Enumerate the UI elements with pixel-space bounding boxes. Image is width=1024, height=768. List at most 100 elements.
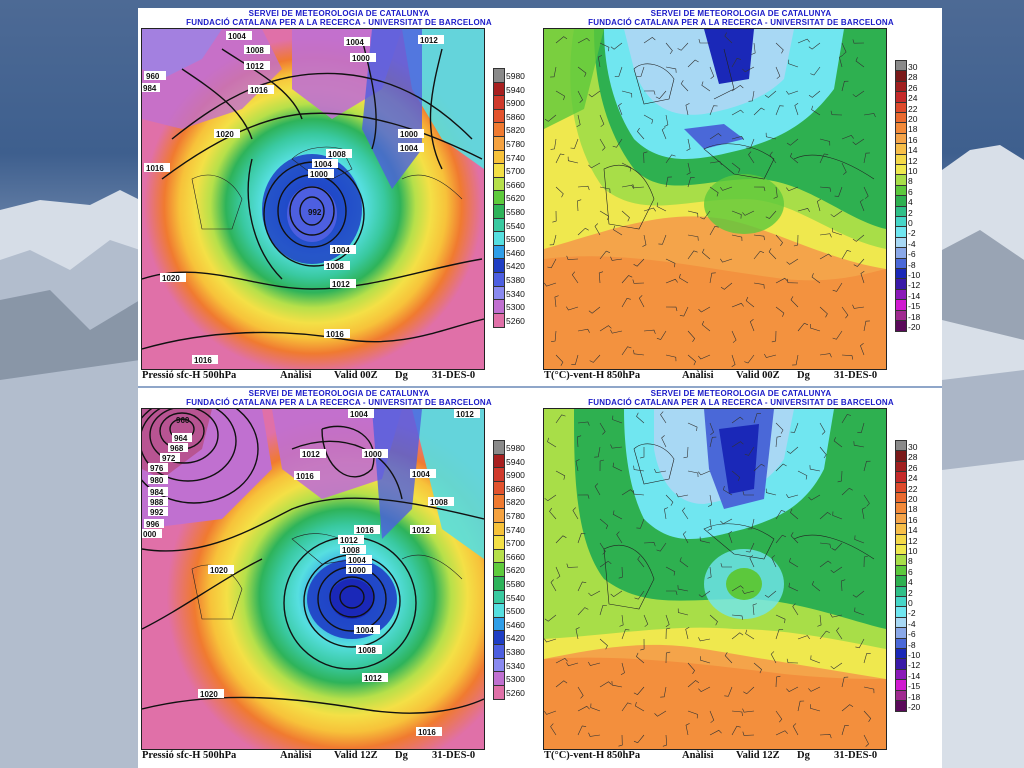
svg-text:1004: 1004	[314, 160, 332, 169]
wind-barb	[841, 354, 854, 360]
wind-barb	[665, 42, 673, 55]
wind-barb	[724, 686, 733, 697]
wind-barb	[588, 732, 601, 737]
wind-barb	[655, 90, 667, 99]
wind-barb	[620, 662, 625, 675]
svg-text:1012: 1012	[246, 62, 264, 71]
footer-type: Anàlisi	[682, 370, 714, 381]
wind-barb	[588, 661, 601, 666]
wind-barb	[747, 518, 755, 530]
wind-barb	[643, 114, 654, 124]
wind-barb	[817, 614, 822, 627]
wind-barb	[786, 658, 799, 664]
wind-barb	[618, 566, 623, 579]
wind-barb	[544, 710, 557, 715]
wind-barb	[665, 627, 671, 640]
scale-label: 5260	[506, 315, 525, 326]
wind-barb	[830, 210, 843, 218]
scale-label: 5900	[506, 470, 525, 481]
wind-barb	[665, 154, 676, 164]
wind-barb	[775, 422, 784, 434]
wind-barb	[685, 627, 690, 640]
map-temperature-850hpa-12z	[543, 408, 887, 750]
svg-text:992: 992	[308, 208, 322, 217]
scale-label: -8	[908, 639, 916, 650]
wind-barb	[775, 105, 784, 116]
wind-barb	[599, 560, 612, 568]
wind-barb	[577, 494, 590, 499]
wind-barb	[550, 66, 557, 78]
wind-barb	[588, 162, 601, 169]
wind-barb	[687, 710, 698, 719]
wind-barb	[786, 90, 799, 95]
wind-barb	[577, 581, 587, 592]
wind-barb	[860, 343, 865, 356]
scale-label: 26	[908, 462, 918, 473]
wind-barb	[742, 589, 755, 594]
svg-text:960: 960	[146, 72, 160, 81]
wind-barb	[830, 110, 843, 116]
wind-barb	[841, 162, 847, 175]
wind-barb	[811, 273, 821, 284]
wind-barb	[612, 138, 623, 148]
scale-label: 2	[908, 207, 913, 218]
wind-barb	[566, 306, 579, 311]
wind-barb	[566, 662, 579, 667]
scale-label: 5940	[506, 456, 525, 467]
header-line2: FUNDACIÓ CATALANA PER A LA RECERCA - UNI…	[588, 18, 894, 27]
wind-barb	[809, 465, 821, 472]
scale-label: 5860	[506, 483, 525, 494]
wind-barb	[731, 614, 743, 620]
wind-barb	[643, 90, 656, 95]
scale-label: 5820	[506, 497, 525, 508]
map-temperature-850hpa-00z	[543, 28, 887, 370]
wind-barb	[819, 138, 831, 146]
wind-barb	[830, 662, 843, 670]
scale-label: 20	[908, 494, 918, 504]
scale-label: 5340	[506, 288, 525, 299]
wind-barb	[753, 250, 765, 260]
wind-barb	[686, 162, 691, 175]
wind-barb	[746, 138, 755, 149]
wind-barb	[679, 273, 689, 284]
wind-barb	[775, 436, 782, 448]
isobar-label: 1004	[228, 32, 246, 41]
scale-label: -6	[908, 249, 916, 260]
wind-barb	[720, 518, 733, 525]
scale-label: -10	[908, 270, 921, 280]
wind-barb	[863, 710, 872, 722]
wind-barb	[863, 686, 875, 694]
wind-barb	[720, 186, 733, 191]
scale-label: 5820	[506, 125, 525, 136]
wind-barb	[679, 557, 689, 568]
wind-barb	[599, 138, 606, 151]
scale-label: 5740	[506, 152, 525, 163]
wind-barb	[544, 114, 557, 122]
scale-label: -8	[908, 259, 916, 270]
svg-text:1008: 1008	[342, 546, 360, 555]
wind-barb	[808, 42, 821, 50]
wind-barb	[661, 435, 667, 448]
svg-text:1008: 1008	[328, 150, 346, 159]
svg-text:1004: 1004	[332, 246, 350, 255]
scale-label: 5700	[506, 538, 525, 549]
svg-text:984: 984	[143, 84, 157, 93]
svg-text:980: 980	[150, 476, 164, 485]
wind-barb	[599, 605, 607, 616]
wind-barb	[636, 518, 645, 529]
wind-barb	[810, 323, 821, 332]
scale-label: 8	[908, 176, 913, 187]
wind-barb	[811, 580, 821, 592]
wind-barb	[577, 607, 589, 616]
wind-barb	[643, 207, 656, 212]
wind-barb	[709, 133, 722, 140]
wind-barb	[610, 444, 623, 449]
wind-barb	[731, 710, 743, 717]
wind-barb	[665, 614, 670, 627]
wind-barb	[745, 629, 755, 640]
wind-barb	[588, 90, 601, 98]
wind-barb	[701, 81, 711, 92]
wind-barb	[753, 413, 762, 424]
wind-barb	[633, 734, 645, 744]
wind-barb	[810, 66, 821, 76]
